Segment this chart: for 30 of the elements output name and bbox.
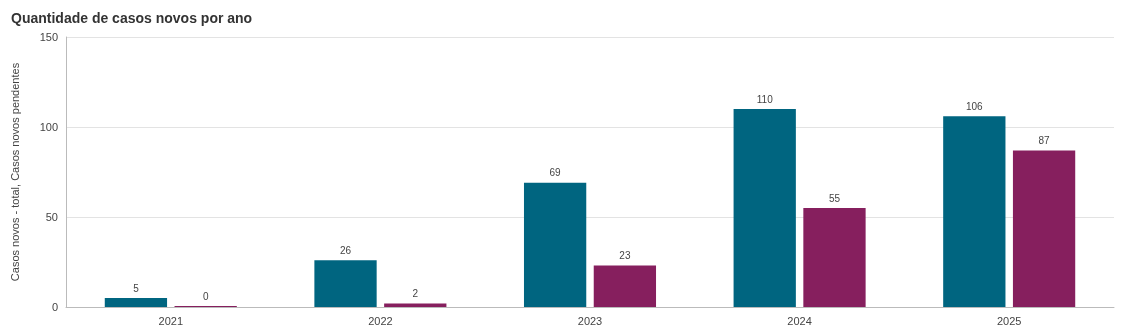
y-tick-label: 100 xyxy=(39,121,58,133)
data-label: 5 xyxy=(133,282,140,294)
bar xyxy=(803,208,866,307)
data-label: 69 xyxy=(549,167,562,179)
data-label: 26 xyxy=(339,244,352,256)
bar xyxy=(593,265,657,307)
data-label: 2 xyxy=(412,287,419,299)
data-label: 55 xyxy=(828,192,841,204)
y-tick-label: 150 xyxy=(39,31,58,43)
bar xyxy=(733,109,796,307)
y-tick-label: 0 xyxy=(51,301,58,313)
bar xyxy=(943,116,1006,307)
x-tick-label: 2022 xyxy=(368,314,393,327)
data-label: 106 xyxy=(965,100,984,112)
chart-title: Quantidade de casos novos por ano xyxy=(11,10,253,26)
data-label: 110 xyxy=(756,93,774,105)
x-tick-label: 2023 xyxy=(577,314,603,327)
y-tick-label: 50 xyxy=(45,211,58,223)
bar xyxy=(104,298,168,307)
data-label: 0 xyxy=(202,290,209,302)
x-tick-label: 2021 xyxy=(158,314,184,327)
data-label: 87 xyxy=(1038,134,1051,146)
bar xyxy=(523,182,587,307)
y-axis-title: Casos novos - total, Casos novos pendentes xyxy=(8,62,21,282)
data-label: 23 xyxy=(619,250,631,262)
bar xyxy=(314,260,377,307)
x-tick-label: 2024 xyxy=(787,314,812,327)
bar xyxy=(1012,150,1076,307)
x-tick-label: 2025 xyxy=(996,314,1022,327)
bar xyxy=(384,303,447,307)
